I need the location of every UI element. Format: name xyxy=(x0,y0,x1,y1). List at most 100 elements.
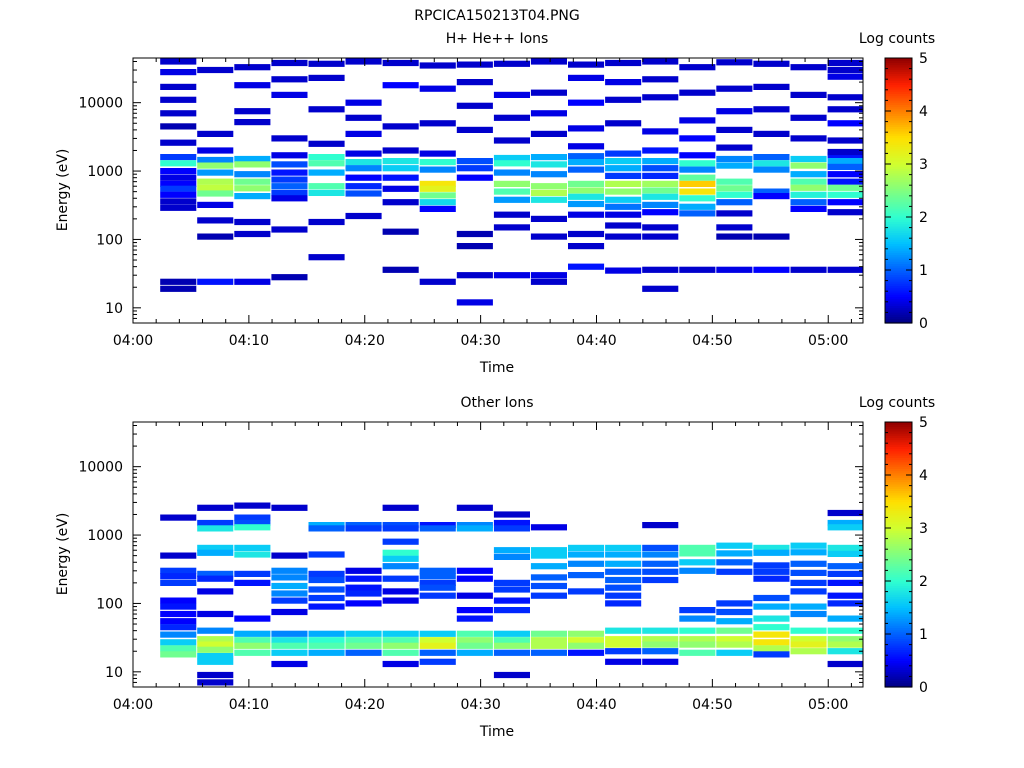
heatmap-cell xyxy=(679,180,716,187)
heatmap-cell xyxy=(197,671,234,679)
colorbar-segment xyxy=(885,155,912,158)
colorbar-segment xyxy=(885,567,912,571)
heatmap-cell xyxy=(679,160,716,167)
heatmap-cell xyxy=(827,137,863,144)
heatmap-cell xyxy=(530,58,567,65)
heatmap-cell xyxy=(605,96,642,103)
heatmap-cell xyxy=(679,607,716,614)
colorbar-segment xyxy=(885,172,912,176)
colorbar-segment xyxy=(885,159,912,163)
colorbar-segment xyxy=(885,569,912,573)
heatmap-cell xyxy=(419,579,456,586)
heatmap-cell xyxy=(234,551,271,558)
heatmap-cell xyxy=(160,567,197,574)
heatmap-cell xyxy=(308,160,345,167)
heatmap-cell xyxy=(753,568,790,575)
colorbar-segment xyxy=(885,307,912,311)
colorbar-segment xyxy=(885,583,912,587)
heatmap-cell xyxy=(234,193,271,200)
heatmap-cell xyxy=(345,130,382,137)
heatmap-cell xyxy=(568,99,605,106)
heatmap-cell xyxy=(753,631,790,638)
colorbar-segment xyxy=(885,164,912,167)
heatmap-cell xyxy=(530,89,567,96)
heatmap-cell xyxy=(419,180,456,187)
heatmap-cell xyxy=(234,119,271,126)
heatmap-cell xyxy=(493,272,530,279)
colorbar-segment xyxy=(885,605,912,609)
colorbar-segment xyxy=(885,422,912,425)
heatmap-cell xyxy=(827,94,863,101)
heatmap-cell xyxy=(679,550,716,557)
heatmap-cell xyxy=(308,60,345,67)
heatmap-cell xyxy=(234,579,271,586)
heatmap-cell xyxy=(530,189,567,196)
x-tick-label: 04:50 xyxy=(692,697,732,713)
heatmap-cell xyxy=(456,174,493,181)
colorbar-segment xyxy=(885,649,912,653)
heatmap-cell xyxy=(160,191,197,198)
colorbar-segment xyxy=(885,236,912,240)
heatmap-cell xyxy=(456,79,493,86)
heatmap-cell xyxy=(271,642,308,649)
heatmap-cell xyxy=(419,150,456,157)
heatmap-cell xyxy=(456,272,493,279)
heatmap-cell xyxy=(197,169,234,176)
heatmap-cell xyxy=(197,525,234,532)
heatmap-cell xyxy=(271,504,308,511)
colorbar-segment xyxy=(885,459,912,463)
heatmap-cell xyxy=(345,642,382,649)
colorbar-segment xyxy=(885,309,912,313)
heatmap-cell xyxy=(568,61,605,68)
heatmap-cell xyxy=(790,205,827,212)
heatmap-cell xyxy=(234,514,271,521)
heatmap-cell xyxy=(530,563,567,570)
colorbar-segment xyxy=(885,139,912,143)
heatmap-cell xyxy=(197,66,234,74)
heatmap-cell xyxy=(234,171,271,178)
heatmap-cell xyxy=(382,525,419,532)
heatmap-cell xyxy=(642,233,679,240)
heatmap-cell xyxy=(716,559,753,566)
colorbar-segment xyxy=(885,88,912,92)
heatmap-cell xyxy=(716,627,753,634)
heatmap-cell xyxy=(308,254,345,261)
colorbar-segment xyxy=(885,122,912,125)
heatmap-cell xyxy=(419,199,456,206)
heatmap-cell xyxy=(160,573,197,580)
heatmap-cell xyxy=(530,552,567,559)
colorbar-segment xyxy=(885,272,912,276)
colorbar-segment xyxy=(885,258,912,262)
colorbar-segment xyxy=(885,596,912,600)
heatmap-cell xyxy=(790,610,827,618)
heatmap-cell xyxy=(382,266,419,273)
heatmap-cell xyxy=(197,519,234,527)
colorbar-segment xyxy=(885,534,912,538)
colorbar-segment xyxy=(885,477,912,481)
colorbar-segment xyxy=(885,289,912,293)
heatmap-cell xyxy=(827,266,863,273)
colorbar-segment xyxy=(885,525,912,529)
heatmap-cell xyxy=(197,575,234,582)
colorbar-segment xyxy=(885,276,912,280)
colorbar-segment xyxy=(885,126,912,130)
colorbar-segment xyxy=(885,656,912,659)
heatmap-cell xyxy=(197,190,234,197)
colorbar-segment xyxy=(885,614,912,617)
heatmap-cell xyxy=(160,597,197,604)
heatmap-cell xyxy=(827,184,863,191)
colorbar-segment xyxy=(885,642,912,646)
colorbar-segment xyxy=(885,194,912,198)
heatmap-cell xyxy=(160,110,197,117)
heatmap-cell xyxy=(753,233,790,240)
colorbar-segment xyxy=(885,528,912,531)
heatmap-cell xyxy=(642,522,679,529)
heatmap-cell xyxy=(160,651,197,658)
heatmap-cell xyxy=(382,185,419,192)
heatmap-cell xyxy=(642,187,679,194)
colorbar-segment xyxy=(885,102,912,105)
colorbar-segment xyxy=(885,177,912,181)
colorbar-segment xyxy=(885,444,912,447)
colorbar-segment xyxy=(885,468,912,472)
heatmap-cell xyxy=(827,171,863,178)
